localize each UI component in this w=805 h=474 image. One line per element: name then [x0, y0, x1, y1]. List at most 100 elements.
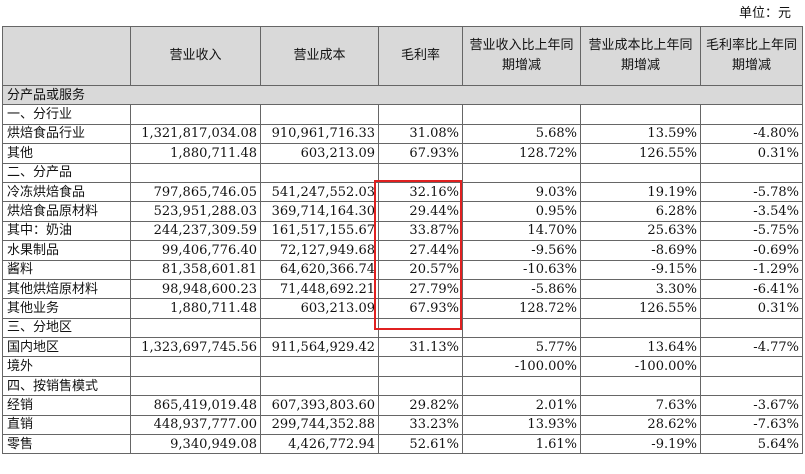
- row-label: 冷冻烘焙食品: [2, 181, 131, 203]
- table-cell: 128.72%: [462, 143, 581, 164]
- table-cell: 28.62%: [580, 414, 701, 436]
- table-cell: 31.08%: [378, 123, 463, 145]
- table-cell: -5.86%: [462, 278, 581, 300]
- table-cell: 20.57%: [378, 259, 463, 280]
- row-label: 境外: [2, 356, 131, 377]
- empty-cell: [130, 162, 261, 183]
- table-cell: 523,951,288.03: [130, 201, 261, 222]
- empty-cell: [700, 162, 803, 183]
- empty-cell: [462, 104, 581, 125]
- table-cell: 797,865,746.05: [130, 181, 261, 203]
- table-cell: 3.30%: [580, 278, 701, 300]
- row-label: 烘焙食品行业: [2, 123, 131, 145]
- table-cell: 911,564,929.42: [260, 337, 379, 358]
- table-cell: [700, 356, 803, 377]
- row-label: 二、分产品: [2, 162, 131, 183]
- table-row: 其他烘焙原材料 98,948,600.23 71,448,692.21 27.79% -…: [2, 278, 803, 300]
- empty-cell: [130, 317, 261, 339]
- table-cell: 128.72%: [462, 298, 581, 319]
- row-label: 酱料: [2, 259, 131, 280]
- unit-label: 单位：元: [738, 6, 791, 21]
- table-cell: 81,358,601.81: [130, 259, 261, 280]
- table-cell: 0.31%: [700, 143, 803, 164]
- empty-cell: [130, 375, 261, 397]
- empty-cell: [700, 104, 803, 125]
- table-cell: 1,880,711.48: [130, 298, 261, 319]
- table-cell: 64,620,366.74: [260, 259, 379, 280]
- group-row: 四、按销售模式: [2, 375, 803, 397]
- table-cell: 32.16%: [378, 181, 463, 203]
- table-cell: 369,714,164.30: [260, 201, 379, 222]
- table-cell: 1.61%: [462, 434, 581, 455]
- table-cell: 9,340,949.08: [130, 434, 261, 455]
- table-cell: [130, 356, 261, 377]
- table-cell: 161,517,155.67: [260, 220, 379, 242]
- group-row: 一、分行业: [2, 104, 803, 125]
- header-cell: 营业成本: [260, 26, 379, 86]
- empty-cell: [260, 162, 379, 183]
- table-cell: 299,744,352.88: [260, 414, 379, 436]
- table-cell: 67.93%: [378, 298, 463, 319]
- table-cell: 9.03%: [462, 181, 581, 203]
- table-row: 零售 9,340,949.08 4,426,772.94 52.61% 1.61% -9.…: [2, 434, 803, 455]
- table-cell: -8.69%: [580, 240, 701, 261]
- empty-cell: [580, 162, 701, 183]
- table-cell: 71,448,692.21: [260, 278, 379, 300]
- table-cell: -100.00%: [580, 356, 701, 377]
- empty-cell: [580, 375, 701, 397]
- row-label: 三、分地区: [2, 317, 131, 339]
- empty-cell: [462, 375, 581, 397]
- table-cell: 98,948,600.23: [130, 278, 261, 300]
- empty-cell: [378, 104, 463, 125]
- table-row: 酱料 81,358,601.81 64,620,366.74 20.57% -10.63…: [2, 259, 803, 280]
- row-label: 烘焙食品原材料: [2, 201, 131, 222]
- table-cell: -5.75%: [700, 220, 803, 242]
- table-cell: 5.68%: [462, 123, 581, 145]
- empty-cell: [260, 375, 379, 397]
- table-cell: -3.54%: [700, 201, 803, 222]
- table-cell: 13.93%: [462, 414, 581, 436]
- table-cell: 29.82%: [378, 395, 463, 416]
- empty-cell: [378, 317, 463, 339]
- empty-cell: [378, 162, 463, 183]
- table-cell: 27.79%: [378, 278, 463, 300]
- row-label: 一、分行业: [2, 104, 131, 125]
- table-cell: 5.77%: [462, 337, 581, 358]
- table-cell: -9.15%: [580, 259, 701, 280]
- table-row: 直销 448,937,777.00 299,744,352.88 33.23% 13.9…: [2, 414, 803, 436]
- table-cell: 2.01%: [462, 395, 581, 416]
- row-label: 水果制品: [2, 240, 131, 261]
- table-cell: 448,937,777.00: [130, 414, 261, 436]
- table-cell: 126.55%: [580, 298, 701, 319]
- table-cell: 541,247,552.03: [260, 181, 379, 203]
- table-row: 其他 1,880,711.48 603,213.09 67.93% 128.72% 126…: [2, 143, 803, 164]
- table-cell: [378, 356, 463, 377]
- table-cell: -3.67%: [700, 395, 803, 416]
- table-cell: 865,419,019.48: [130, 395, 261, 416]
- table-cell: 0.95%: [462, 201, 581, 222]
- header-cell: 营业收入: [130, 26, 261, 86]
- table-row: 境外 -100.00% -100.00%: [2, 356, 803, 377]
- table-row: 其中：奶油 244,237,309.59 161,517,155.67 33.87% 1…: [2, 220, 803, 242]
- empty-cell: [378, 375, 463, 397]
- table-cell: 6.28%: [580, 201, 701, 222]
- table-row: 其他业务 1,880,711.48 603,213.09 67.93% 128.72% 1…: [2, 298, 803, 319]
- row-label: 经销: [2, 395, 131, 416]
- row-label: 零售: [2, 434, 131, 455]
- table-cell: [260, 356, 379, 377]
- table-cell: 99,406,776.40: [130, 240, 261, 261]
- table-cell: -0.69%: [700, 240, 803, 261]
- table-cell: -4.80%: [700, 123, 803, 145]
- table-cell: 14.70%: [462, 220, 581, 242]
- table-row: 烘焙食品行业 1,321,817,034.08 910,961,716.33 31.0…: [2, 123, 803, 145]
- table-cell: 67.93%: [378, 143, 463, 164]
- table-cell: 72,127,949.68: [260, 240, 379, 261]
- table-row: 烘焙食品原材料 523,951,288.03 369,714,164.30 29.44…: [2, 201, 803, 222]
- row-label: 其他: [2, 143, 131, 164]
- table-cell: 910,961,716.33: [260, 123, 379, 145]
- row-label: 分产品或服务: [2, 84, 803, 106]
- table-cell: -4.77%: [700, 337, 803, 358]
- table-cell: 13.59%: [580, 123, 701, 145]
- table-cell: 126.55%: [580, 143, 701, 164]
- header-cell: 营业收入比上年同期增减: [462, 26, 581, 86]
